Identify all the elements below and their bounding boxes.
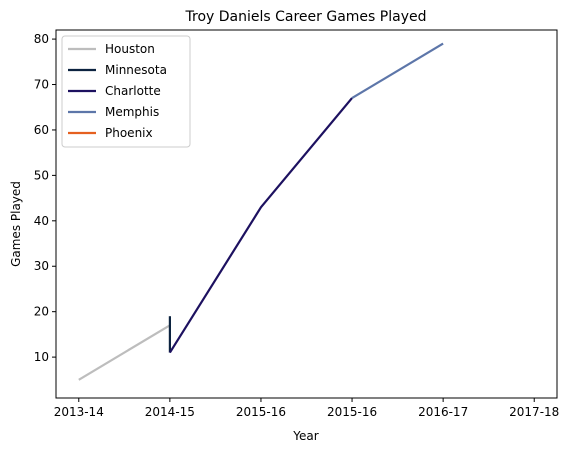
y-tick-label: 40 — [34, 214, 49, 228]
y-axis-label: Games Played — [9, 181, 23, 267]
y-tick-label: 30 — [34, 259, 49, 273]
legend-label-phoenix: Phoenix — [105, 126, 153, 140]
y-tick-label: 20 — [34, 305, 49, 319]
x-tick-label: 2014-15 — [145, 405, 195, 419]
y-tick-label: 50 — [34, 168, 49, 182]
x-tick-label: 2016-17 — [418, 405, 468, 419]
legend: Houston Minnesota Charlotte Memphis Phoenix — [61, 35, 191, 148]
y-tick-label: 10 — [34, 350, 49, 364]
plot-area: 2013-14 2014-15 2015-16 2015-16 2016-17 2017-… — [34, 29, 559, 419]
y-tick-label: 80 — [34, 32, 49, 46]
legend-label-minnesota: Minnesota — [105, 63, 167, 77]
legend-label-memphis: Memphis — [105, 105, 159, 119]
y-tick-label: 70 — [34, 78, 49, 92]
series-line-houston — [78, 324, 171, 381]
x-tick-label: 2015-16 — [236, 405, 286, 419]
legend-label-houston: Houston — [105, 42, 155, 56]
legend-label-charlotte: Charlotte — [105, 84, 161, 98]
x-tick-label: 2015-16 — [327, 405, 377, 419]
series-line-memphis — [351, 42, 444, 100]
legend-frame — [61, 35, 191, 148]
y-tick-label: 60 — [34, 123, 49, 137]
x-axis-label: Year — [292, 429, 318, 443]
axes-frame — [55, 29, 558, 399]
series-line-charlotte — [168, 97, 353, 354]
x-tick-label: 2013-14 — [54, 405, 104, 419]
chart-title: Troy Daniels Career Games Played — [185, 9, 427, 25]
x-tick-label: 2017-18 — [509, 405, 559, 419]
